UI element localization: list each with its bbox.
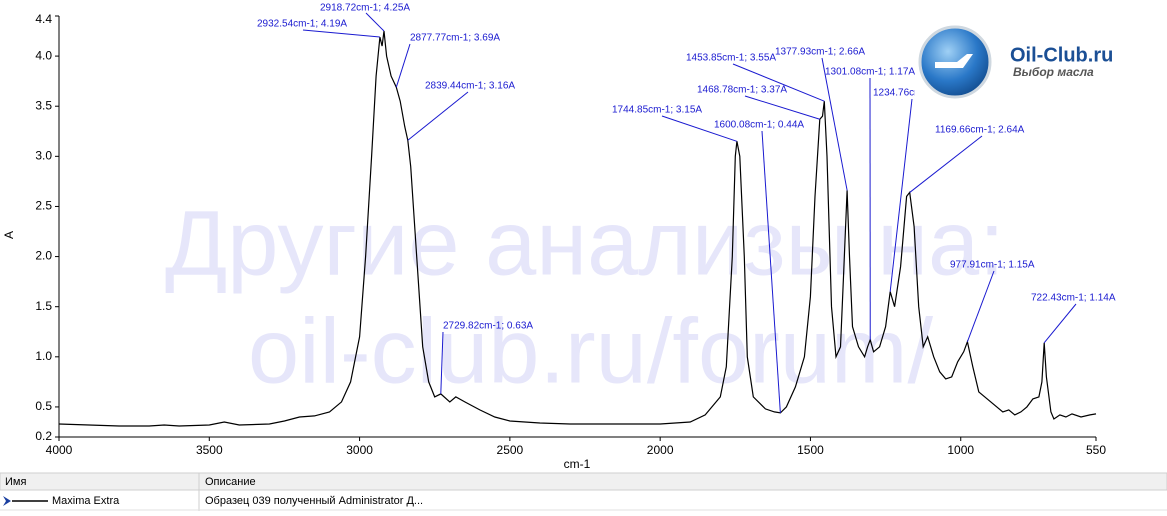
x-tick-label: 2500 [497, 443, 524, 457]
y-tick-label: 3.0 [35, 149, 52, 163]
x-tick-label: 2000 [647, 443, 674, 457]
logo-title: Oil-Club.ru [1010, 44, 1113, 66]
y-tick-label: 0.5 [35, 399, 52, 413]
row-description[interactable]: Образец 039 полученный Administrator Д..… [205, 495, 423, 507]
watermark: Другие анализы на: oil-club.ru/forum/ [165, 192, 1005, 402]
annotation-leader [745, 96, 820, 119]
annotation-leader [366, 13, 384, 31]
watermark-line: Другие анализы на: [165, 192, 1005, 294]
y-tick-label: 4.0 [35, 48, 52, 62]
annotation-label: 1301.08cm-1; 1.17A [825, 67, 915, 78]
x-axis-label: cm-1 [564, 457, 591, 471]
column-header: Имя [5, 476, 26, 488]
y-tick-label: 3.5 [35, 98, 52, 112]
annotation-leader [303, 30, 380, 37]
annotation-label: 1453.85cm-1; 3.55A [686, 53, 776, 64]
annotation-label: 722.43cm-1; 1.14A [1031, 293, 1116, 304]
logo: Oil-Club.ru Выбор масла [915, 22, 1155, 100]
annotation-label: 1169.66cm-1; 2.64A [935, 125, 1025, 136]
annotation-label: 1377.93cm-1; 2.66A [775, 47, 865, 58]
x-tick-label: 1500 [797, 443, 824, 457]
y-tick-label: 2.0 [35, 249, 52, 263]
annotation-label: 2877.77cm-1; 3.69A [410, 33, 500, 44]
annotation-label: 977.91cm-1; 1.15A [950, 260, 1035, 271]
x-tick-label: 3500 [196, 443, 223, 457]
annotation-leader [1044, 304, 1076, 343]
x-tick-label: 4000 [46, 443, 73, 457]
y-tick-label: 2.5 [35, 199, 52, 213]
annotation-label: 2932.54cm-1; 4.19A [257, 19, 347, 30]
table: Имя Описание Maxima Extra Образец 039 по… [0, 472, 1167, 511]
y-tick-label: 0.2 [35, 429, 52, 443]
x-tick-label: 550 [1086, 443, 1106, 457]
table-header [0, 473, 1167, 490]
annotation-leader [396, 44, 410, 87]
annotation-label: 2839.44cm-1; 3.16A [425, 81, 515, 92]
y-tick-label: 1.0 [35, 349, 52, 363]
y-tick-label: 4.4 [35, 12, 52, 26]
annotation-label: 2918.72cm-1; 4.25A [320, 3, 410, 14]
annotation-label: 1600.08cm-1; 0.44A [714, 120, 804, 131]
row-name[interactable]: Maxima Extra [52, 495, 120, 507]
annotation-label: 1744.85cm-1; 3.15A [612, 105, 702, 116]
y-axis-label: A [2, 231, 16, 239]
y-tick-label: 1.5 [35, 299, 52, 313]
annotation-leader [910, 136, 982, 192]
annotation-label: 1468.78cm-1; 3.37A [697, 85, 787, 96]
column-header: Описание [205, 476, 256, 488]
logo-subtitle: Выбор масла [1013, 65, 1094, 79]
x-tick-label: 1000 [947, 443, 974, 457]
x-tick-label: 3000 [346, 443, 373, 457]
annotation-label: 2729.82cm-1; 0.63A [443, 321, 533, 332]
watermark-line: oil-club.ru/forum/ [248, 300, 934, 402]
annotation-leader [408, 92, 468, 140]
